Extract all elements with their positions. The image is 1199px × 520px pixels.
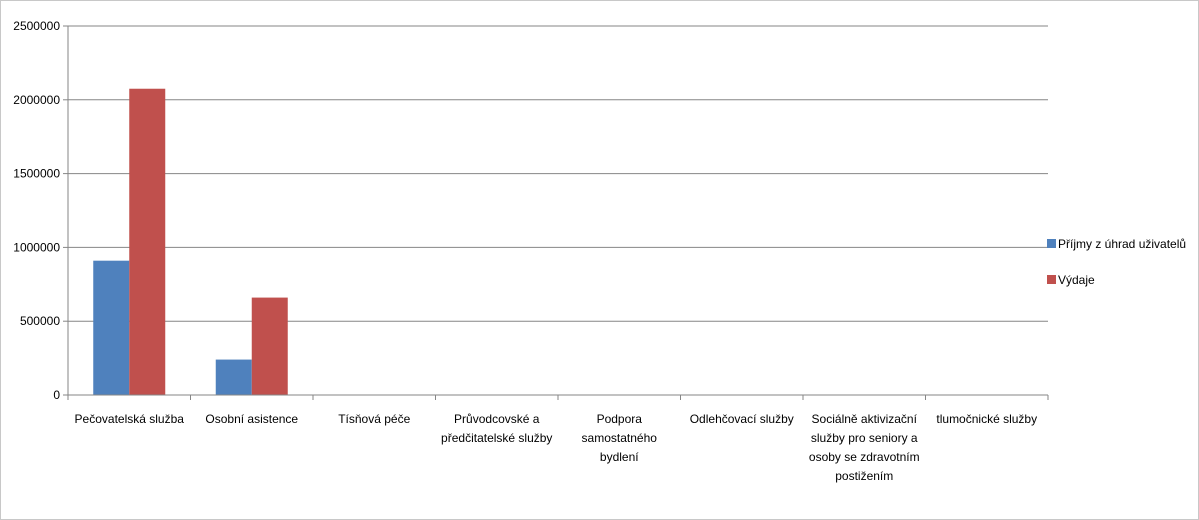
x-category-label: Odlehčovací služby	[690, 412, 794, 426]
x-category-label: Osobní asistence	[205, 412, 298, 426]
gridlines	[68, 25, 1048, 322]
legend-swatch	[1047, 275, 1056, 284]
x-category-label: Tísňová péče	[338, 412, 410, 426]
x-category-label-line: samostatného	[582, 431, 658, 445]
bar-prijmy	[93, 260, 130, 395]
x-category-label: tlumočnické služby	[936, 412, 1037, 426]
x-category-label-line: Sociálně aktivizační	[812, 412, 918, 426]
bar-vydaje	[251, 297, 288, 395]
x-category-label-line: Průvodcovské a	[454, 412, 540, 426]
x-category-label-line: Podpora	[597, 412, 643, 426]
x-category-label: Průvodcovské a předčitatelské služby	[441, 412, 552, 445]
legend: Příjmy z úhrad uživatelů Výdaje	[1047, 237, 1186, 287]
y-tick-label: 2500000	[13, 19, 60, 33]
bars	[93, 88, 288, 395]
bar-prijmy	[215, 359, 252, 395]
x-category-label-line: bydlení	[600, 450, 639, 464]
legend-entry: Výdaje	[1058, 273, 1095, 287]
axes	[63, 25, 1049, 400]
x-axis-category-labels: Pečovatelská služba Osobní asistence Tísňo…	[75, 412, 1038, 483]
x-category-label: Podpora samostatného bydlení	[582, 412, 658, 464]
x-category-label-line: Pečovatelská služba	[75, 412, 185, 426]
bar-vydaje	[129, 88, 166, 395]
y-tick-label: 0	[53, 388, 60, 402]
x-category-label-line: postižením	[835, 469, 893, 483]
legend-swatch	[1047, 239, 1056, 248]
y-tick-label: 2000000	[13, 93, 60, 107]
x-category-label-line: Odlehčovací služby	[690, 412, 794, 426]
y-axis-tick-labels: 0 500000 1000000 1500000 2000000 2500000	[13, 19, 60, 402]
x-category-label-line: osoby se zdravotním	[809, 450, 920, 464]
y-tick-label: 500000	[20, 314, 60, 328]
y-tick-label: 1000000	[13, 240, 60, 254]
x-category-label: Pečovatelská služba	[75, 412, 185, 426]
x-category-label-line: předčitatelské služby	[441, 431, 552, 445]
x-category-label-line: Osobní asistence	[205, 412, 298, 426]
x-category-label-line: Tísňová péče	[338, 412, 410, 426]
legend-entry: Příjmy z úhrad uživatelů	[1058, 237, 1186, 251]
x-category-label-line: služby pro seniory a	[811, 431, 918, 445]
x-category-label-line: tlumočnické služby	[936, 412, 1037, 426]
y-tick-label: 1500000	[13, 167, 60, 181]
x-category-label: Sociálně aktivizační služby pro seniory a…	[809, 412, 920, 483]
